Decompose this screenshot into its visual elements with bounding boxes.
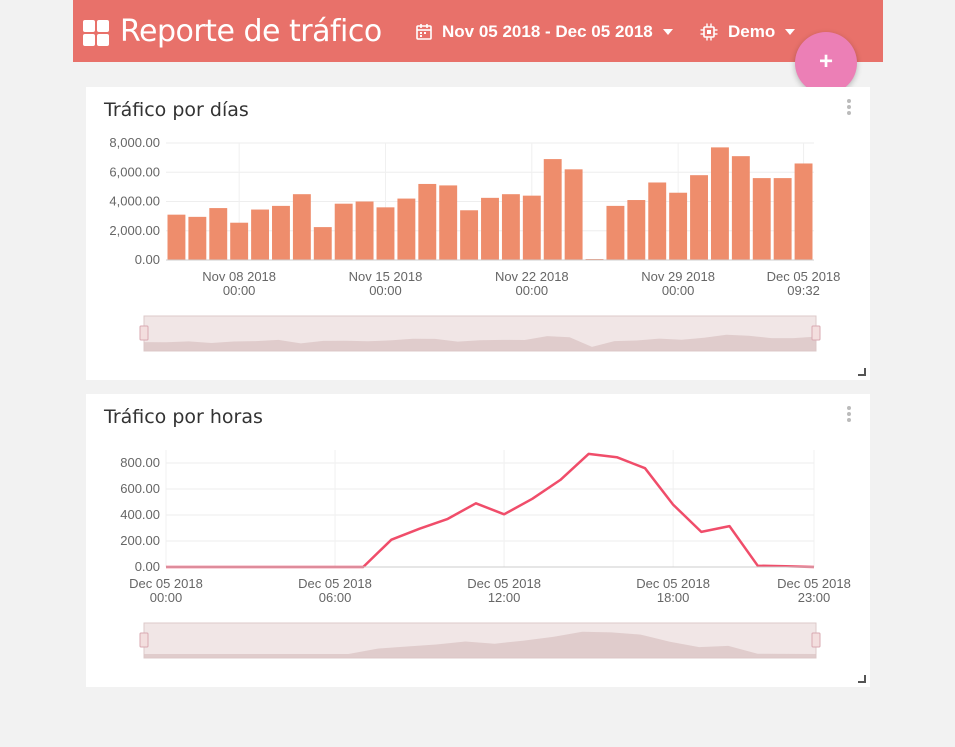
kebab-icon[interactable] — [846, 406, 852, 424]
navigator-area — [144, 334, 816, 351]
bar — [564, 169, 583, 260]
chevron-down-icon — [662, 29, 673, 35]
bar — [501, 194, 520, 260]
card-title: Tráfico por días — [104, 99, 249, 121]
y-tick-label: 4,000.00 — [109, 194, 160, 209]
bar — [606, 205, 625, 260]
bar — [648, 182, 667, 260]
date-range-label: Nov 05 2018 - Dec 05 2018 — [442, 22, 653, 41]
chevron-down-icon — [785, 29, 796, 35]
x-tick-sublabel: 00:00 — [662, 283, 695, 298]
x-tick-sublabel: 00:00 — [223, 283, 256, 298]
y-tick-label: 400.00 — [120, 507, 160, 522]
x-tick-label: Dec 05 2018 — [129, 576, 203, 591]
date-range-dropdown[interactable]: Nov 05 2018 - Dec 05 2018 — [415, 20, 673, 44]
y-tick-label: 2,000.00 — [109, 223, 160, 238]
x-tick-label: Nov 29 2018 — [641, 269, 715, 284]
bar — [543, 159, 562, 260]
series-line — [166, 452, 815, 569]
y-tick-label: 6,000.00 — [109, 164, 160, 179]
bar — [522, 195, 541, 260]
x-tick-sublabel: 00:00 — [369, 283, 402, 298]
bar — [292, 194, 311, 260]
device-dropdown[interactable]: Demo — [699, 20, 796, 44]
bar — [209, 208, 228, 260]
y-tick-label: 8,000.00 — [109, 135, 160, 150]
x-tick-sublabel: 00:00 — [516, 283, 549, 298]
x-tick-label: Dec 05 2018 — [298, 576, 372, 591]
x-tick-label: Dec 05 2018 — [777, 576, 851, 591]
bar — [731, 156, 750, 260]
y-tick-label: 800.00 — [120, 455, 160, 470]
bar — [669, 192, 688, 260]
bar — [188, 216, 207, 260]
bar — [272, 205, 290, 260]
bar — [230, 222, 249, 260]
navigator-area — [144, 631, 816, 658]
navigator-handle-right[interactable] — [811, 325, 821, 341]
hourly-traffic-card: Tráfico por horas 0.00 200.00 400.00 600.00… — [86, 394, 870, 687]
bar — [690, 175, 708, 260]
bar — [481, 197, 499, 260]
bar — [334, 203, 353, 260]
x-tick-label: Nov 08 2018 — [202, 269, 276, 284]
bar — [397, 198, 416, 260]
bar — [167, 214, 186, 260]
x-tick-label: Dec 05 2018 — [767, 269, 841, 284]
x-tick-sublabel: 00:00 — [150, 590, 183, 605]
x-tick-sublabel: 09:32 — [787, 283, 820, 298]
x-tick-label: Dec 05 2018 — [636, 576, 710, 591]
bar — [251, 209, 270, 260]
add-widget-button[interactable]: + — [795, 32, 857, 94]
daily-traffic-card: Tráfico por días 0.00 2,000.00 4,000.00 6,0… — [86, 87, 870, 380]
x-tick-label: Dec 05 2018 — [467, 576, 541, 591]
top-bar: Reporte de tráfico Nov 05 2018 - Dec 05 … — [73, 0, 883, 62]
chip-icon — [700, 23, 718, 41]
device-label: Demo — [728, 22, 776, 41]
bar — [627, 200, 646, 260]
bar — [794, 163, 813, 260]
x-tick-label: Nov 22 2018 — [495, 269, 569, 284]
x-tick-sublabel: 12:00 — [488, 590, 521, 605]
bar — [355, 201, 374, 260]
resize-handle-icon[interactable] — [858, 368, 866, 376]
navigator-handle-left[interactable] — [139, 325, 149, 341]
kebab-icon[interactable] — [846, 99, 852, 117]
y-tick-label: 600.00 — [120, 481, 160, 496]
page-title: Reporte de tráfico — [120, 14, 382, 49]
x-tick-sublabel: 18:00 — [657, 590, 690, 605]
card-title: Tráfico por horas — [104, 406, 263, 428]
x-tick-sublabel: 06:00 — [319, 590, 352, 605]
bar — [418, 183, 437, 260]
bar — [376, 207, 395, 260]
navigator-handle-left[interactable] — [139, 632, 149, 648]
bar — [773, 178, 792, 260]
y-tick-label: 0.00 — [135, 559, 160, 574]
calendar-icon — [416, 24, 432, 40]
navigator-handle-right[interactable] — [811, 632, 821, 648]
y-tick-label: 200.00 — [120, 533, 160, 548]
daily-traffic-chart: 0.00 2,000.00 4,000.00 6,000.00 8,000.00 Nov … — [109, 135, 841, 352]
dashboard-grid-icon — [83, 20, 109, 46]
bar — [439, 185, 458, 260]
x-tick-sublabel: 23:00 — [798, 590, 831, 605]
resize-handle-icon[interactable] — [858, 675, 866, 683]
range-navigator — [143, 622, 817, 659]
bar — [710, 147, 729, 260]
bar — [313, 227, 332, 260]
range-navigator — [143, 315, 817, 352]
bar — [460, 210, 479, 260]
x-tick-label: Nov 15 2018 — [349, 269, 423, 284]
bar — [752, 178, 771, 260]
y-tick-label: 0.00 — [135, 252, 160, 267]
